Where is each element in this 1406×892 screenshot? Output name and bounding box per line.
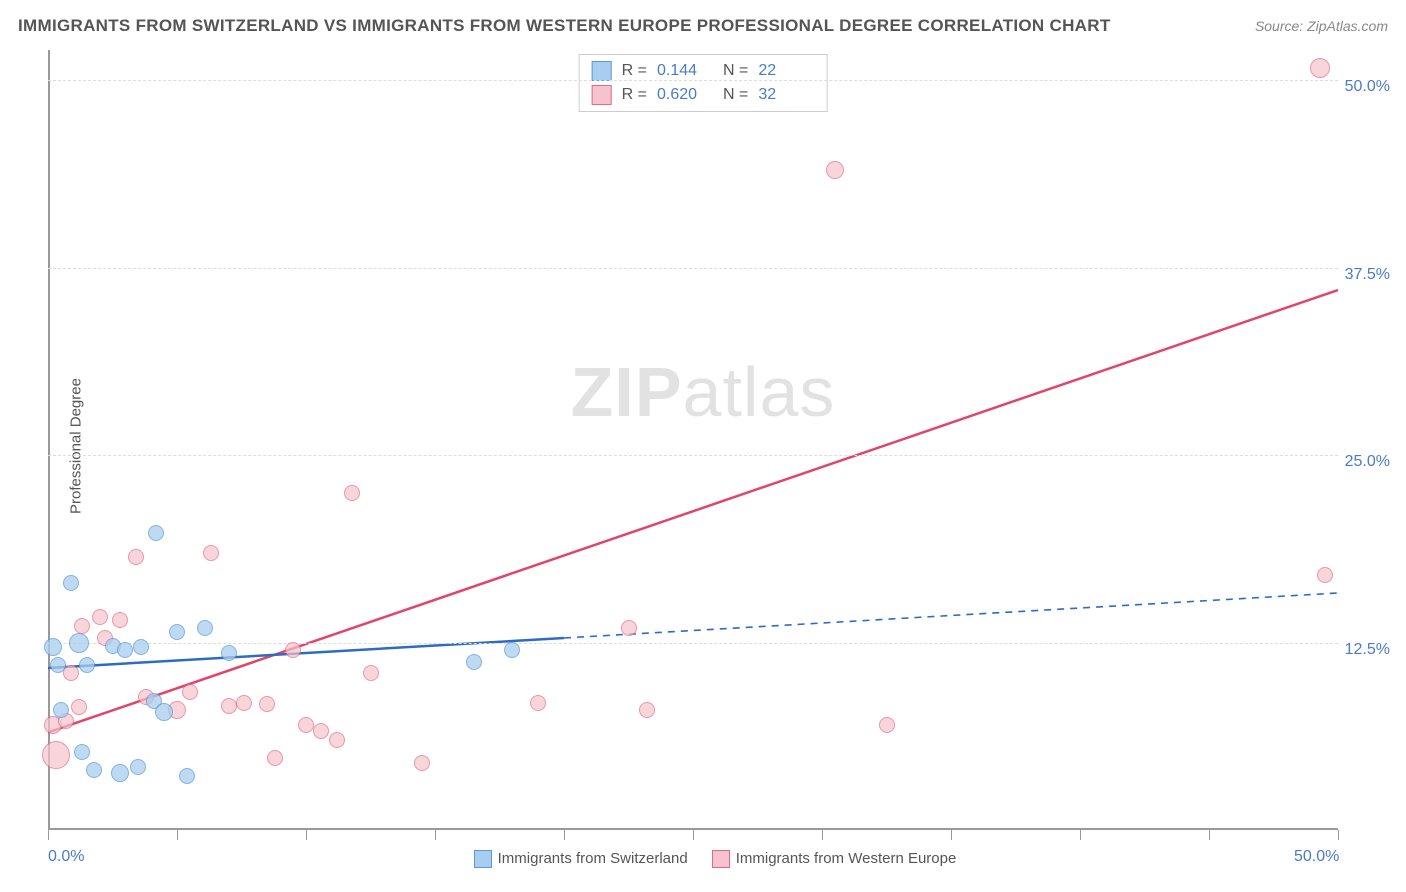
data-point-switzerland xyxy=(221,645,237,661)
x-tick xyxy=(951,830,952,840)
y-tick-label: 50.0% xyxy=(1345,78,1390,96)
data-point-western_europe xyxy=(285,642,301,658)
data-point-western_europe xyxy=(42,741,70,769)
n-value: 22 xyxy=(758,62,814,80)
x-tick-label: 0.0% xyxy=(48,848,84,866)
legend-row: R = 0.620 N = 32 xyxy=(592,83,815,107)
plot-area xyxy=(48,50,1338,830)
data-point-western_europe xyxy=(639,702,655,718)
data-point-switzerland xyxy=(53,702,69,718)
n-value: 32 xyxy=(758,86,814,104)
legend-swatch xyxy=(592,85,612,105)
legend-swatch xyxy=(592,61,612,81)
series-legend: Immigrants from Switzerland Immigrants fr… xyxy=(0,850,1406,868)
data-point-western_europe xyxy=(344,485,360,501)
source-label: Source: ZipAtlas.com xyxy=(1255,18,1388,34)
data-point-switzerland xyxy=(155,703,173,721)
r-value: 0.620 xyxy=(657,86,713,104)
r-value: 0.144 xyxy=(657,62,713,80)
data-point-western_europe xyxy=(71,699,87,715)
chart-title: IMMIGRANTS FROM SWITZERLAND VS IMMIGRANT… xyxy=(18,16,1111,36)
legend-label: Immigrants from Western Europe xyxy=(736,850,957,867)
data-point-western_europe xyxy=(267,750,283,766)
n-label: N = xyxy=(723,62,748,80)
grid-line xyxy=(48,268,1338,269)
data-point-switzerland xyxy=(197,620,213,636)
data-point-switzerland xyxy=(63,575,79,591)
r-label: R = xyxy=(622,86,647,104)
r-label: R = xyxy=(622,62,647,80)
data-point-western_europe xyxy=(221,698,237,714)
data-point-western_europe xyxy=(329,732,345,748)
n-label: N = xyxy=(723,86,748,104)
x-tick xyxy=(822,830,823,840)
data-point-western_europe xyxy=(826,161,844,179)
x-tick xyxy=(48,830,49,840)
data-point-western_europe xyxy=(1310,58,1330,78)
x-tick xyxy=(1080,830,1081,840)
data-point-western_europe xyxy=(128,549,144,565)
grid-line xyxy=(48,455,1338,456)
data-point-western_europe xyxy=(414,755,430,771)
data-point-western_europe xyxy=(530,695,546,711)
x-tick xyxy=(1338,830,1339,840)
x-tick xyxy=(564,830,565,840)
legend-swatch xyxy=(474,850,492,868)
data-point-switzerland xyxy=(466,654,482,670)
data-point-western_europe xyxy=(1317,567,1333,583)
data-point-western_europe xyxy=(74,618,90,634)
x-tick xyxy=(1209,830,1210,840)
data-point-western_europe xyxy=(92,609,108,625)
grid-line xyxy=(48,80,1338,81)
data-point-western_europe xyxy=(621,620,637,636)
correlation-legend: R = 0.144 N = 22 R = 0.620 N = 32 xyxy=(579,54,828,112)
x-tick xyxy=(693,830,694,840)
data-point-switzerland xyxy=(69,633,89,653)
data-point-switzerland xyxy=(169,624,185,640)
legend-label: Immigrants from Switzerland xyxy=(498,850,688,867)
y-tick-label: 37.5% xyxy=(1345,266,1390,284)
legend-swatch xyxy=(712,850,730,868)
x-tick xyxy=(306,830,307,840)
data-point-switzerland xyxy=(79,657,95,673)
data-point-western_europe xyxy=(298,717,314,733)
data-point-switzerland xyxy=(133,639,149,655)
data-point-western_europe xyxy=(236,695,252,711)
data-point-western_europe xyxy=(879,717,895,733)
x-tick xyxy=(435,830,436,840)
data-point-switzerland xyxy=(74,744,90,760)
data-point-western_europe xyxy=(203,545,219,561)
y-tick-label: 12.5% xyxy=(1345,641,1390,659)
grid-line xyxy=(48,643,1338,644)
y-tick-label: 25.0% xyxy=(1345,453,1390,471)
data-point-western_europe xyxy=(363,665,379,681)
x-tick xyxy=(177,830,178,840)
data-point-western_europe xyxy=(182,684,198,700)
x-tick-label: 50.0% xyxy=(1294,848,1339,866)
